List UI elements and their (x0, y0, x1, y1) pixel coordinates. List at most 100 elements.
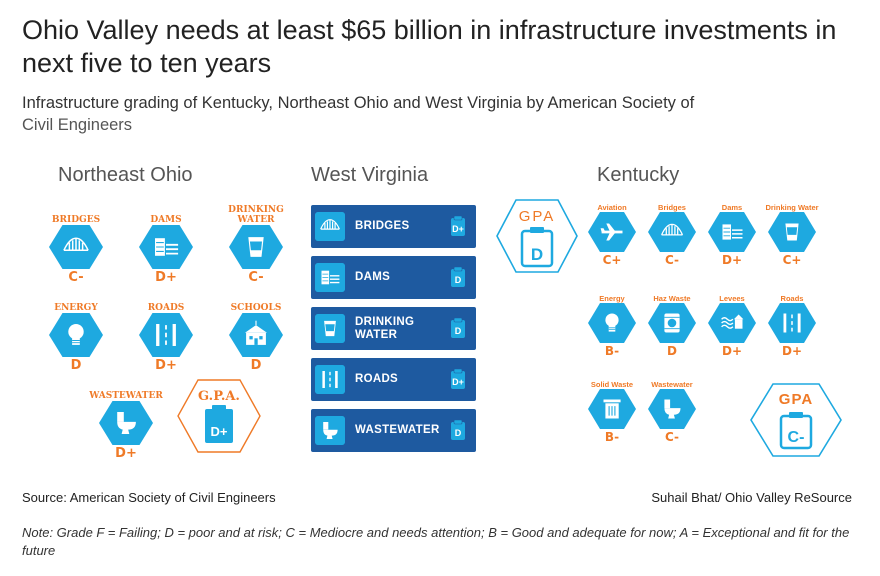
dam-icon (708, 212, 756, 252)
grade-value: C+ (602, 253, 622, 267)
wv-grade-row: DRINKING WATER D (311, 307, 476, 350)
grade-category-label: SCHOOLS (230, 303, 282, 313)
road-icon (768, 303, 816, 343)
wv-grade-row: ROADS D+ (311, 358, 476, 401)
wv-grade-value: D+ (452, 224, 464, 234)
wv-gpa-grade: D (531, 245, 543, 264)
lightbulb-icon (49, 313, 103, 357)
wv-grade-row: DAMS D (311, 256, 476, 299)
grade-value: D+ (115, 446, 137, 461)
page-subtitle: Infrastructure grading of Kentucky, Nort… (22, 92, 872, 136)
ohio-grade-cell: WASTEWATER D+ (89, 379, 163, 461)
wv-grade-row: WASTEWATER D (311, 409, 476, 452)
ohio-gpa-badge: D+ G.P.A. (176, 378, 262, 454)
ky-grade-cell: Aviation C+ (577, 196, 647, 267)
ky-grade-cell: Solid Waste B- (577, 373, 647, 444)
clipboard-icon: D (451, 317, 465, 338)
school-icon (229, 313, 283, 357)
grade-category-label: ENERGY (54, 303, 98, 313)
grade-category-label: Wastewater (651, 380, 693, 389)
ky-gpa-badge: C- GPA (749, 382, 843, 458)
water-glass-icon (229, 225, 283, 269)
grade-category-label: Drinking Water (765, 203, 819, 212)
toilet-icon (648, 389, 696, 429)
grade-category-label: Levees (719, 294, 745, 303)
ky-grade-cell: Drinking Water C+ (757, 196, 827, 268)
grade-value: C+ (782, 253, 802, 267)
dam-icon (139, 225, 193, 269)
grade-value: D (250, 358, 262, 373)
wv-grade-value: D (455, 275, 462, 285)
grade-category-label: DAMS (150, 215, 182, 225)
ky-grade-cell: Roads D+ (757, 287, 827, 358)
levee-icon (708, 303, 756, 343)
wv-category-label: ROADS (355, 373, 399, 385)
subtitle-line-1: Infrastructure grading of Kentucky, Nort… (22, 94, 695, 112)
region-title-west-virginia: West Virginia (311, 164, 429, 186)
road-icon (315, 365, 345, 394)
wv-gpa-hexagon: D GPA (496, 199, 578, 273)
wv-gpa-label: GPA (519, 208, 556, 225)
grade-category-label: Solid Waste (590, 380, 634, 389)
bridge-icon (648, 212, 696, 252)
ky-grade-cell: Energy B- (577, 287, 647, 358)
grade-value: D+ (155, 358, 177, 373)
wv-grade-value: D (455, 428, 462, 438)
ky-gpa-grade: C- (788, 429, 805, 446)
wv-category-label: WASTEWATER (355, 424, 440, 436)
road-icon (139, 313, 193, 357)
grade-value: C- (68, 270, 84, 285)
grade-value: B- (604, 344, 620, 358)
clipboard-icon: D+ (451, 215, 465, 236)
water-glass-icon (315, 314, 345, 343)
ky-gpa-label: GPA (779, 391, 813, 408)
grade-value: D+ (781, 344, 802, 358)
ky-grade-cell: Wastewater C- (637, 373, 707, 444)
ohio-grade-cell: DAMS D+ (131, 203, 201, 285)
hazard-barrel-icon (648, 303, 696, 343)
toilet-icon (99, 401, 153, 445)
clipboard-icon: D (451, 419, 465, 440)
grade-value: D+ (721, 344, 742, 358)
ohio-grade-cell: DRINKING WATER C- (221, 203, 291, 285)
grade-value: D (70, 358, 82, 373)
grade-value: D+ (721, 253, 742, 267)
bridge-icon (315, 212, 345, 241)
ky-gpa-hexagon: C- GPA (750, 383, 842, 457)
wv-category-label: DAMS (355, 271, 391, 283)
ohio-grade-cell: BRIDGES C- (41, 203, 111, 285)
grade-category-label: Roads (780, 294, 804, 303)
wv-category-label: BRIDGES (355, 220, 410, 232)
grade-category-label: DRINKING WATER (228, 205, 284, 225)
grade-category-label: WASTEWATER (89, 391, 163, 401)
grade-category-label: Bridges (658, 203, 686, 212)
wv-grade-value: D (455, 326, 462, 336)
ky-grade-cell: Levees D+ (697, 287, 767, 358)
wv-grade-value: D+ (452, 377, 464, 387)
ohio-gpa-grade: D+ (211, 424, 228, 439)
grade-value: D (667, 344, 677, 358)
ohio-grade-cell: ROADS D+ (131, 291, 201, 373)
grade-category-label: ROADS (147, 303, 185, 313)
wv-category-label: DRINKING WATER (355, 315, 415, 341)
clipboard-icon: D+ (451, 368, 465, 389)
ky-grade-cell: Bridges C- (637, 196, 707, 267)
grade-value: C- (664, 253, 680, 267)
wv-grade-row: BRIDGES D+ (311, 205, 476, 248)
grade-category-label: Haz Waste (653, 294, 691, 303)
ohio-gpa-label: G.P.A. (198, 389, 240, 404)
grade-category-label: Energy (599, 294, 625, 303)
page-title: Ohio Valley needs at least $65 billion i… (22, 15, 837, 78)
region-title-kentucky: Kentucky (597, 164, 680, 186)
subtitle-line-2: Civil Engineers (22, 116, 133, 134)
wv-gpa-badge: D GPA (495, 198, 579, 274)
ohio-grade-cell: SCHOOLS D (221, 291, 291, 373)
grade-value: D+ (155, 270, 177, 285)
ohio-grade-cell: ENERGY D (41, 291, 111, 373)
grade-value: C- (248, 270, 264, 285)
lightbulb-icon (588, 303, 636, 343)
ky-grade-cell: Dams D+ (697, 196, 767, 267)
credit-text: Suhail Bhat/ Ohio Valley ReSource (651, 490, 852, 505)
region-title-ohio: Northeast Ohio (58, 164, 193, 186)
note-text: Note: Grade F = Failing; D = poor and at… (22, 525, 850, 558)
